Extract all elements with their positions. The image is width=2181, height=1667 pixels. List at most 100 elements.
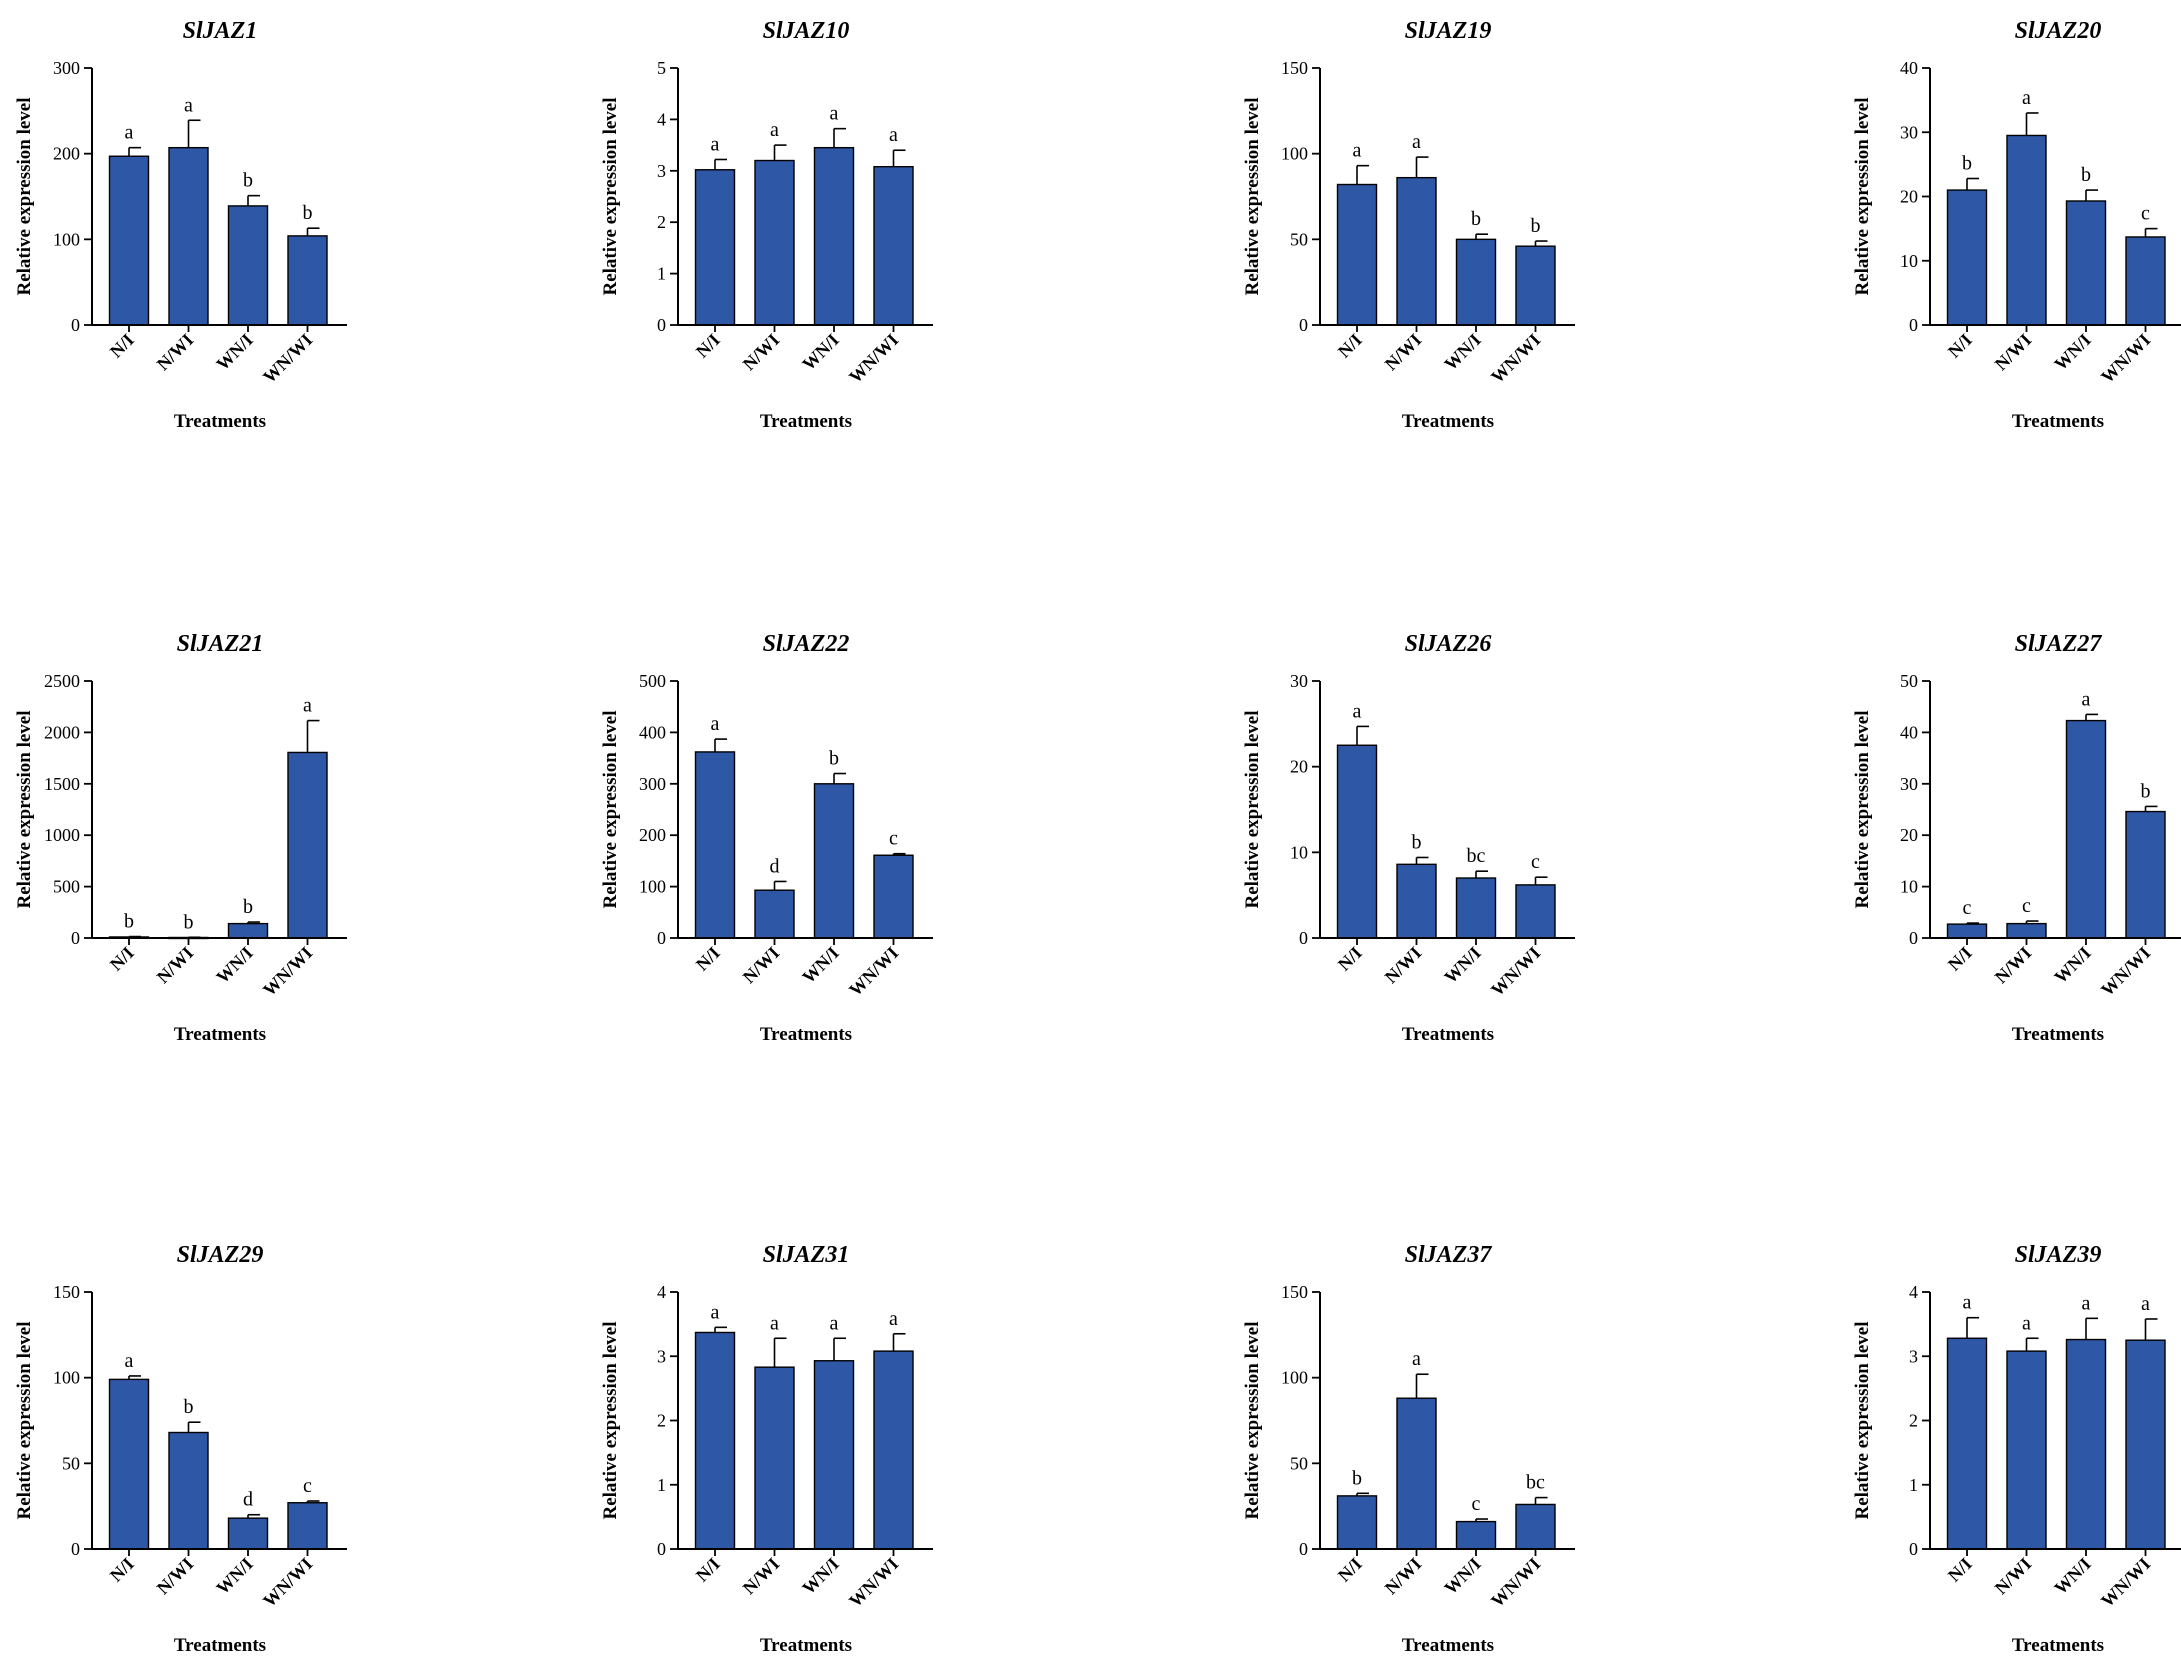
- significance-letter: a: [2022, 1312, 2031, 1334]
- y-tick-label: 10: [1290, 842, 1308, 862]
- y-tick-label: 0: [1909, 928, 1918, 948]
- bar-wn-i: [2065, 1338, 2107, 1550]
- bar-n-i: [1336, 183, 1378, 326]
- bar-n-wi: [1396, 176, 1437, 326]
- y-tick-label: 150: [1281, 1282, 1308, 1302]
- y-tick-label: 0: [1299, 315, 1308, 335]
- y-tick-label: 30: [1900, 774, 1918, 794]
- y-tick-label: 2: [1909, 1411, 1918, 1431]
- x-tick-label: N/I: [1944, 943, 1976, 975]
- significance-letter: a: [125, 1350, 134, 1372]
- chart-title: SlJAZ29: [177, 1242, 264, 1268]
- bar-wn-wi: [1515, 884, 1556, 939]
- chart-sljaz19: SlJAZ19 Relative expression level a N/I a N/W…: [1242, 18, 1575, 432]
- y-tick-label: 1000: [44, 825, 80, 845]
- chart-title: SlJAZ1: [183, 18, 258, 44]
- significance-letter: c: [2022, 895, 2031, 917]
- significance-letter: d: [770, 855, 780, 877]
- y-tick-label: 200: [639, 825, 666, 845]
- significance-letter: b: [1962, 153, 1972, 175]
- y-tick-label: 3: [657, 161, 666, 181]
- x-tick-label: N/WI: [153, 1554, 198, 1599]
- y-tick-label: 100: [1281, 144, 1308, 164]
- x-tick-label: N/I: [692, 330, 724, 362]
- y-tick-label: 2: [657, 212, 666, 232]
- y-tick-label: 300: [639, 774, 666, 794]
- significance-letter: a: [770, 119, 779, 141]
- x-tick-label: WN/WI: [845, 1554, 902, 1611]
- significance-letter: b: [2141, 780, 2151, 802]
- y-tick-label: 1: [657, 1475, 666, 1495]
- x-tick-label: WN/I: [1440, 1554, 1485, 1599]
- x-tick-label: N/I: [106, 943, 138, 975]
- bar-n-i: [1946, 923, 1988, 939]
- x-axis-label: Treatments: [1402, 411, 1494, 432]
- significance-letter: a: [770, 1312, 779, 1334]
- significance-letter: b: [2081, 164, 2091, 186]
- y-tick-label: 200: [53, 144, 80, 164]
- y-tick-label: 20: [1900, 825, 1918, 845]
- significance-letter: a: [830, 1312, 839, 1334]
- y-tick-label: 0: [1299, 928, 1308, 948]
- x-tick-label: N/I: [692, 1554, 724, 1586]
- bar-wn-i: [813, 1360, 855, 1550]
- x-tick-label: N/WI: [1381, 1554, 1426, 1599]
- significance-letter: c: [889, 828, 898, 850]
- chart-title: SlJAZ26: [1405, 631, 1492, 657]
- x-tick-label: WN/I: [1440, 330, 1485, 375]
- y-tick-label: 3: [657, 1346, 666, 1366]
- x-tick-label: WN/WI: [1487, 943, 1544, 1000]
- x-axis-label: Treatments: [1402, 1635, 1494, 1656]
- x-tick-label: WN/WI: [2097, 1554, 2154, 1611]
- x-tick-label: WN/WI: [259, 330, 316, 387]
- significance-letter: a: [1412, 1348, 1421, 1370]
- bar-n-wi: [168, 146, 209, 326]
- y-axis-label: Relative expression level: [1852, 97, 1873, 295]
- y-tick-label: 10: [1900, 877, 1918, 897]
- x-axis-label: Treatments: [174, 1024, 266, 1045]
- y-axis-label: Relative expression level: [600, 1321, 621, 1519]
- chart-sljaz39: SlJAZ39 Relative expression level a N/I a N/W…: [1852, 1242, 2181, 1656]
- significance-letter: b: [243, 896, 253, 918]
- chart-sljaz1: SlJAZ1 Relative expression level a N/I a N/WI…: [14, 18, 347, 432]
- y-tick-label: 100: [53, 229, 80, 249]
- y-tick-label: 50: [62, 1453, 80, 1473]
- y-tick-label: 150: [1281, 58, 1308, 78]
- x-tick-label: N/WI: [1991, 330, 2036, 375]
- bar-n-i: [1336, 744, 1378, 939]
- bar-wn-wi: [873, 854, 914, 939]
- significance-letter: d: [243, 1489, 253, 1511]
- bar-wn-wi: [287, 1502, 328, 1550]
- x-tick-label: N/I: [1334, 1554, 1366, 1586]
- x-tick-label: N/I: [1944, 1554, 1976, 1586]
- x-tick-label: N/WI: [739, 1554, 784, 1599]
- bar-wn-wi: [1515, 245, 1556, 326]
- x-axis-label: Treatments: [2012, 1024, 2104, 1045]
- y-axis-label: Relative expression level: [1852, 1321, 1873, 1519]
- x-axis-label: Treatments: [760, 1024, 852, 1045]
- x-tick-label: N/WI: [153, 943, 198, 988]
- y-tick-label: 50: [1900, 671, 1918, 691]
- y-tick-label: 100: [53, 1368, 80, 1388]
- x-tick-label: N/WI: [153, 330, 198, 375]
- x-tick-label: N/I: [692, 943, 724, 975]
- chart-sljaz31: SlJAZ31 Relative expression level a N/I a N/W…: [600, 1242, 933, 1656]
- chart-sljaz21: SlJAZ21 Relative expression level b N/I b N/W…: [14, 631, 347, 1045]
- x-tick-label: N/I: [1334, 330, 1366, 362]
- bar-wn-wi: [2125, 236, 2166, 326]
- significance-letter: c: [2141, 203, 2150, 225]
- significance-letter: b: [184, 911, 194, 933]
- x-tick-label: N/WI: [1381, 943, 1426, 988]
- x-axis-label: Treatments: [174, 1635, 266, 1656]
- chart-sljaz10: SlJAZ10 Relative expression level a N/I a N/W…: [600, 18, 933, 432]
- significance-letter: a: [2022, 87, 2031, 109]
- significance-letter: a: [2141, 1293, 2150, 1315]
- bar-wn-wi: [873, 1350, 914, 1550]
- bar-n-wi: [754, 889, 795, 939]
- bar-wn-wi: [287, 235, 328, 326]
- y-tick-label: 2: [657, 1411, 666, 1431]
- significance-letter: a: [830, 103, 839, 125]
- x-tick-label: N/WI: [739, 330, 784, 375]
- y-tick-label: 300: [53, 58, 80, 78]
